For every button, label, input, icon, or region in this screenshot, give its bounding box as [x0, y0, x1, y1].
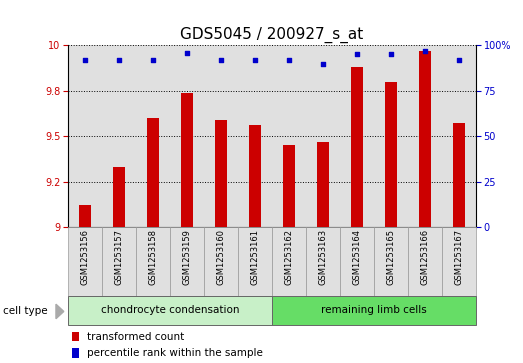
FancyBboxPatch shape	[408, 227, 442, 296]
FancyBboxPatch shape	[442, 227, 476, 296]
Text: cell type: cell type	[3, 306, 47, 316]
Text: remaining limb cells: remaining limb cells	[321, 305, 427, 315]
Point	[285, 57, 293, 63]
FancyBboxPatch shape	[68, 227, 102, 296]
FancyBboxPatch shape	[272, 296, 476, 325]
Point	[454, 57, 463, 63]
Text: GSM1253157: GSM1253157	[115, 229, 123, 285]
Point	[217, 57, 225, 63]
Text: GSM1253158: GSM1253158	[149, 229, 157, 285]
Point	[183, 50, 191, 56]
Point	[319, 61, 327, 66]
Bar	[453, 123, 465, 227]
Text: transformed count: transformed count	[87, 332, 185, 342]
Text: GSM1253160: GSM1253160	[217, 229, 225, 285]
Bar	[385, 82, 397, 227]
Point	[81, 57, 89, 63]
FancyBboxPatch shape	[272, 227, 306, 296]
Text: GSM1253156: GSM1253156	[81, 229, 89, 285]
Text: GSM1253159: GSM1253159	[183, 229, 191, 285]
Text: chondrocyte condensation: chondrocyte condensation	[101, 305, 239, 315]
Bar	[419, 51, 431, 227]
Text: GSM1253166: GSM1253166	[420, 229, 429, 285]
Text: percentile rank within the sample: percentile rank within the sample	[87, 348, 263, 358]
Bar	[249, 125, 261, 227]
Point	[251, 57, 259, 63]
FancyBboxPatch shape	[340, 227, 374, 296]
FancyBboxPatch shape	[68, 296, 272, 325]
Bar	[215, 120, 227, 227]
Text: GSM1253161: GSM1253161	[251, 229, 259, 285]
Bar	[351, 67, 363, 227]
FancyBboxPatch shape	[102, 227, 136, 296]
Point	[115, 57, 123, 63]
Bar	[79, 205, 91, 227]
FancyBboxPatch shape	[306, 227, 340, 296]
FancyBboxPatch shape	[238, 227, 272, 296]
Text: GSM1253167: GSM1253167	[454, 229, 463, 285]
Text: GSM1253165: GSM1253165	[386, 229, 395, 285]
FancyBboxPatch shape	[136, 227, 170, 296]
Point	[353, 52, 361, 57]
Bar	[72, 332, 79, 341]
FancyBboxPatch shape	[374, 227, 408, 296]
Bar	[147, 118, 159, 227]
FancyBboxPatch shape	[170, 227, 204, 296]
FancyBboxPatch shape	[204, 227, 238, 296]
Point	[149, 57, 157, 63]
Polygon shape	[56, 304, 64, 319]
Bar	[181, 93, 193, 227]
Text: GSM1253163: GSM1253163	[319, 229, 327, 285]
Bar	[283, 145, 295, 227]
Bar	[72, 348, 79, 358]
Text: GSM1253162: GSM1253162	[285, 229, 293, 285]
Point	[420, 48, 429, 54]
Title: GDS5045 / 200927_s_at: GDS5045 / 200927_s_at	[180, 26, 363, 42]
Bar	[317, 142, 329, 227]
Bar	[113, 167, 125, 227]
Point	[386, 52, 395, 57]
Text: GSM1253164: GSM1253164	[353, 229, 361, 285]
